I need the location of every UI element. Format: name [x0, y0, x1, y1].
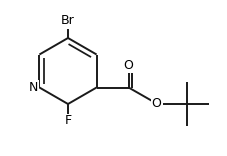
- Text: Br: Br: [61, 15, 75, 27]
- Text: N: N: [29, 81, 38, 94]
- Text: F: F: [64, 115, 72, 127]
- Text: O: O: [124, 59, 133, 72]
- Text: O: O: [152, 97, 162, 110]
